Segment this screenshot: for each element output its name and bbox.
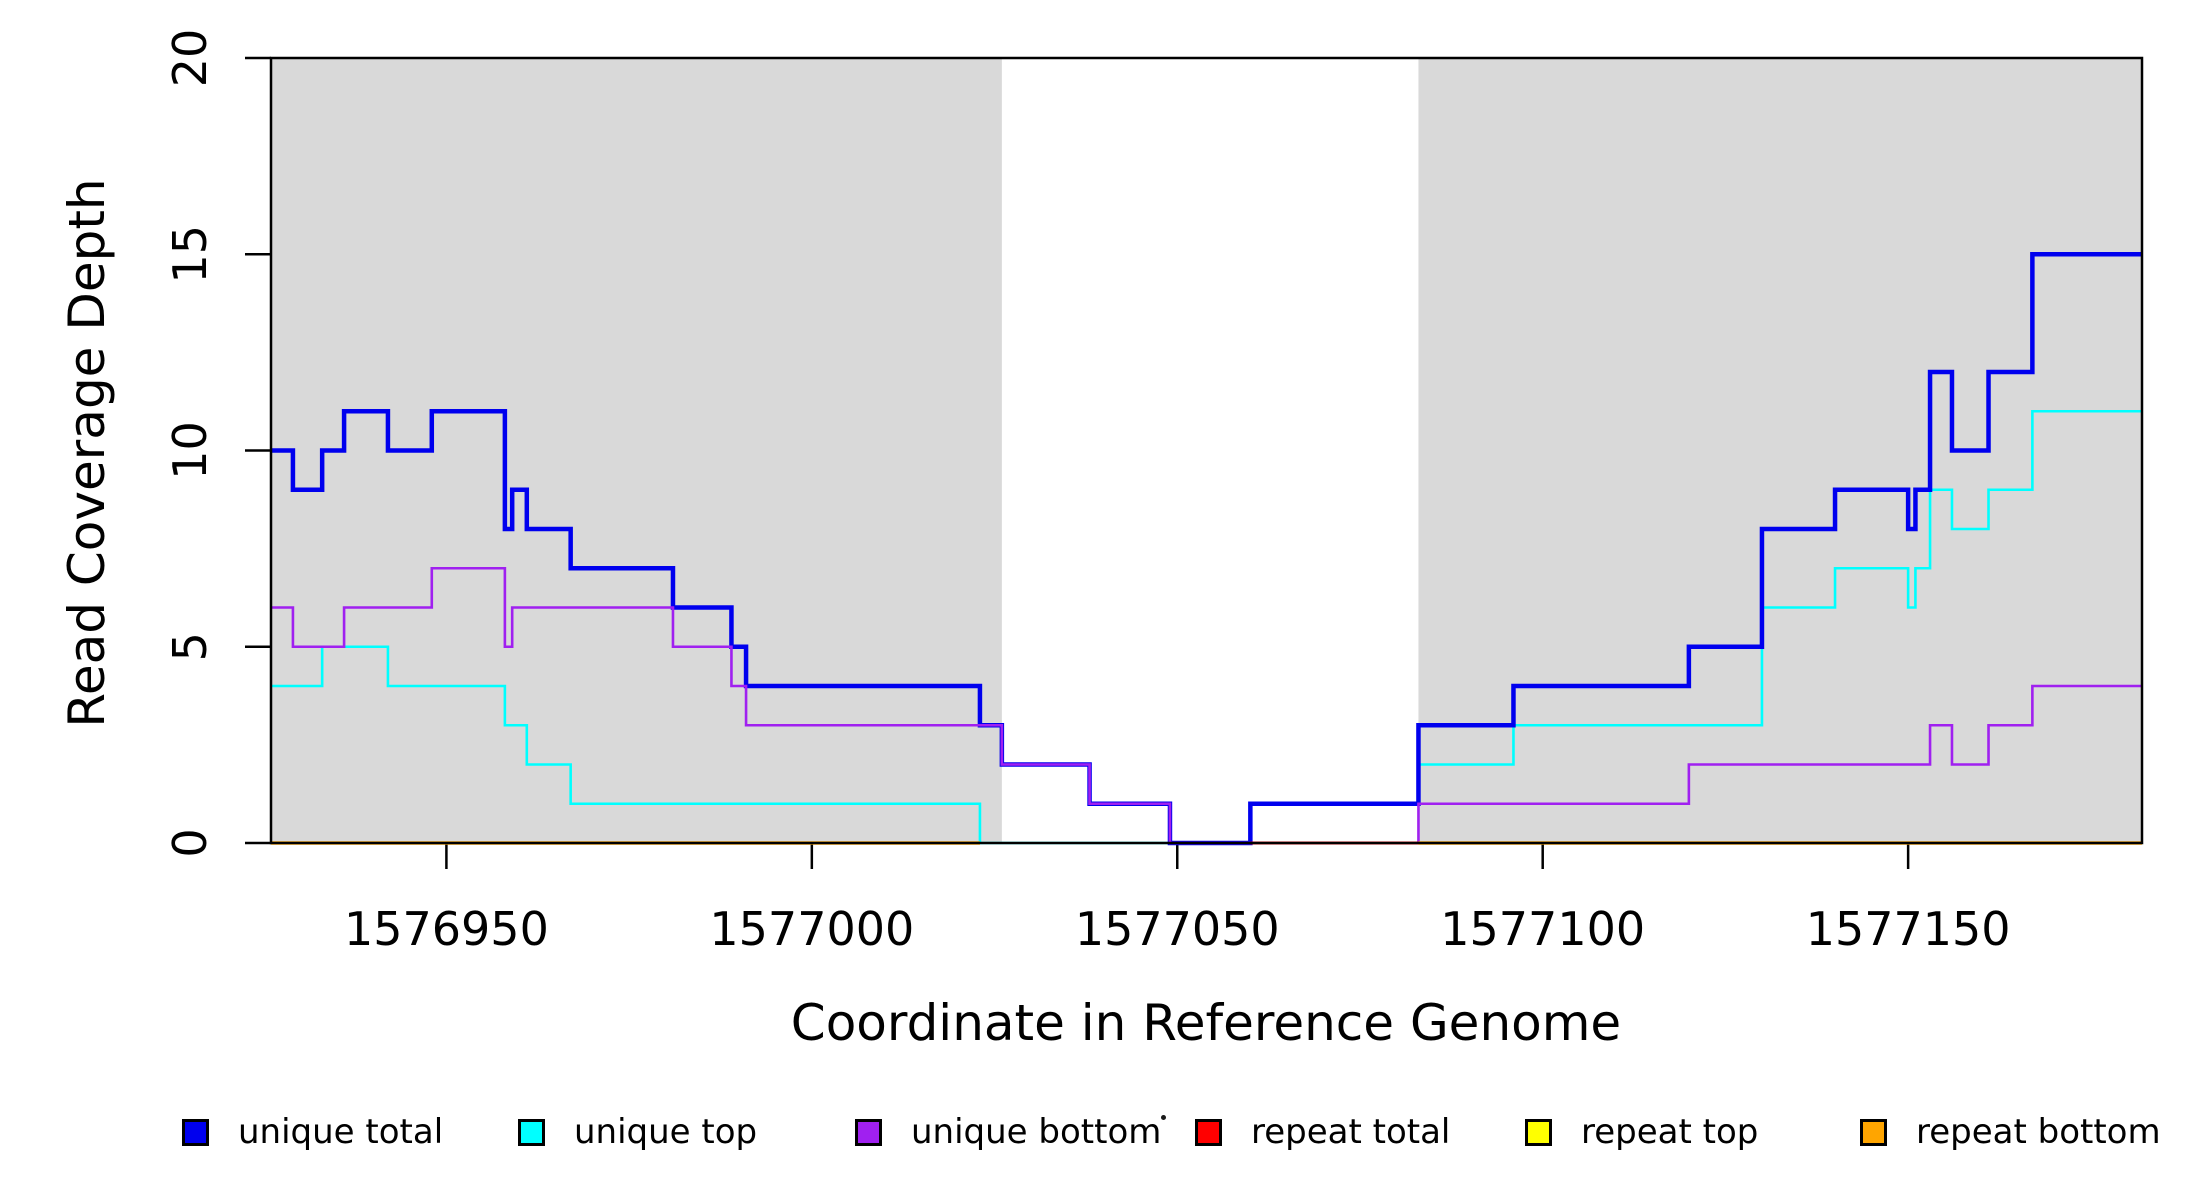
stray-dot — [1161, 1115, 1166, 1120]
legend-label: unique total — [238, 1112, 444, 1152]
legend-swatch-unique-top — [518, 1118, 545, 1146]
shaded-region — [1418, 58, 2142, 843]
y-tick-label: 5 — [163, 632, 217, 661]
y-tick-label: 0 — [163, 828, 217, 857]
series-unique-bottom — [271, 566, 2142, 845]
x-tick-label: 1577150 — [1806, 902, 2011, 956]
y-axis-ticks: 0 5 10 15 20 — [163, 29, 271, 858]
y-tick-label: 20 — [163, 29, 217, 88]
legend-item-unique-bottom: unique bottom — [855, 1112, 1161, 1152]
legend-item-repeat-bottom: repeat bottom — [1860, 1112, 2161, 1152]
legend-item-unique-top: unique top — [518, 1112, 757, 1152]
legend-swatch-unique-bottom — [855, 1118, 882, 1146]
x-tick-label: 1577100 — [1440, 902, 1645, 956]
shaded-regions — [271, 58, 2142, 843]
legend-label: repeat top — [1581, 1112, 1759, 1152]
legend-swatch-unique-total — [182, 1118, 209, 1146]
x-axis-ticks: 1576950 1577000 1577050 1577100 1577150 — [344, 843, 2011, 956]
y-tick-label: 10 — [163, 421, 217, 480]
x-tick-label: 1577050 — [1075, 902, 1280, 956]
plot-box — [269, 56, 2144, 845]
legend-item-repeat-total: repeat total — [1195, 1112, 1450, 1152]
series-unique-top — [271, 409, 2142, 845]
legend-label: repeat bottom — [1916, 1112, 2161, 1152]
y-axis-title: Read Coverage Depth — [58, 178, 116, 728]
legend-swatch-repeat-bottom — [1860, 1118, 1887, 1146]
x-tick-label: 1577000 — [709, 902, 914, 956]
x-tick-label: 1576950 — [344, 902, 549, 956]
legend-label: repeat total — [1251, 1112, 1451, 1152]
legend-swatch-repeat-total — [1195, 1118, 1222, 1146]
legend-item-unique-total: unique total — [182, 1112, 443, 1152]
y-tick-label: 15 — [163, 225, 217, 284]
legend-label: unique top — [574, 1112, 758, 1152]
x-axis-title: Coordinate in Reference Genome — [790, 994, 1622, 1052]
legend-label: unique bottom — [911, 1112, 1162, 1152]
legend-swatch-repeat-top — [1525, 1118, 1552, 1146]
legend-item-repeat-top: repeat top — [1525, 1112, 1758, 1152]
